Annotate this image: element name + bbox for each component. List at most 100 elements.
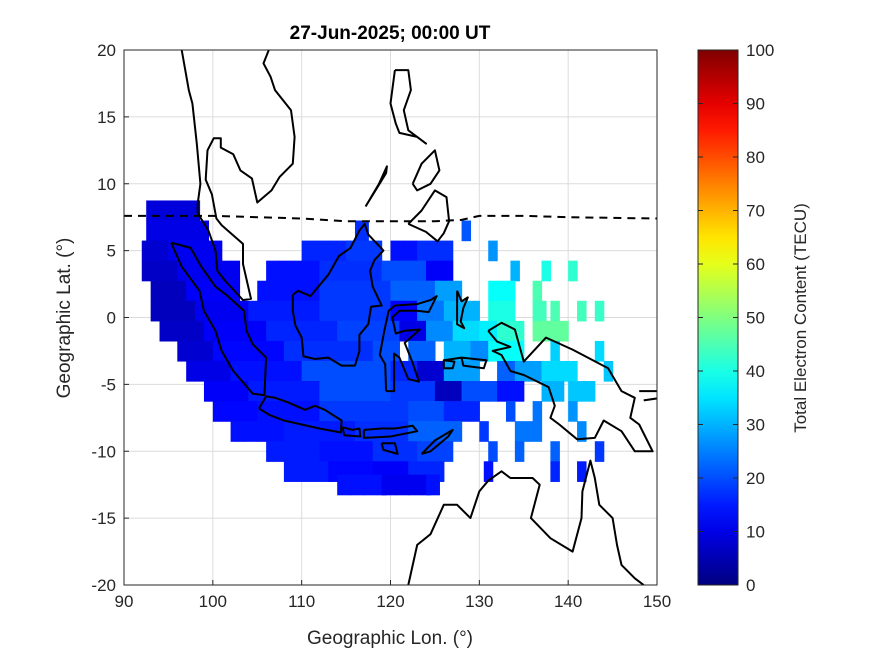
tec-cell — [168, 260, 178, 282]
tec-cell — [457, 340, 472, 362]
tec-cell — [172, 200, 187, 222]
tec-cell — [386, 340, 400, 362]
tec-cell — [461, 381, 476, 402]
magnetic-equator-line — [124, 214, 657, 223]
tec-cell — [443, 340, 458, 362]
tec-cell — [359, 280, 374, 302]
coast-new-guinea — [487, 321, 654, 453]
tec-cell — [297, 461, 312, 482]
y-tick-label: -15 — [91, 509, 116, 528]
tec-cell — [434, 381, 449, 402]
tec-cell — [310, 340, 325, 362]
tec-cell — [550, 461, 560, 482]
tec-cell — [470, 401, 480, 422]
y-tick-label: -5 — [101, 375, 116, 394]
tec-cell — [386, 401, 400, 422]
x-tick-label: 90 — [115, 592, 134, 611]
coastlines — [170, 50, 657, 585]
tec-cell — [239, 340, 254, 362]
tec-cell — [439, 260, 454, 282]
colorbar-tick-label: 10 — [746, 523, 765, 542]
tec-cell — [488, 300, 503, 322]
y-tick-label: 20 — [97, 41, 116, 60]
tec-cell — [577, 461, 587, 482]
y-tick-label: 15 — [97, 108, 116, 127]
tec-cell — [163, 300, 178, 322]
tec-cell — [159, 220, 174, 242]
tec-cell — [146, 220, 161, 242]
coast-new-britain — [639, 390, 657, 402]
tec-cell — [372, 441, 387, 462]
x-tick-label: 120 — [376, 592, 404, 611]
tec-cell — [346, 260, 361, 282]
tec-cell — [510, 320, 525, 342]
colorbar-tick-label: 20 — [746, 469, 765, 488]
tec-cell — [532, 280, 543, 302]
tec-cell — [443, 240, 454, 262]
tec-cell — [279, 260, 294, 282]
tec-cell — [434, 401, 445, 422]
tec-cell — [430, 240, 445, 262]
tec-cell — [408, 260, 423, 282]
tec-cell — [270, 360, 285, 382]
tec-cell — [421, 421, 436, 442]
tec-cell — [457, 300, 472, 322]
tec-cell — [501, 340, 516, 362]
tec-cell — [426, 320, 440, 342]
tec-cell — [497, 381, 512, 402]
tec-cell — [279, 320, 294, 342]
coast-luzon — [389, 69, 427, 145]
tec-cell — [288, 381, 303, 402]
colorbar-tick-label: 80 — [746, 148, 765, 167]
tec-cell — [190, 340, 205, 362]
tec-cell — [568, 401, 578, 422]
tec-cell — [448, 421, 463, 442]
tec-cell — [372, 300, 387, 322]
colorbar-tick-label: 70 — [746, 202, 765, 221]
tec-cell — [328, 240, 343, 262]
chart-title: 27-Jun-2025; 00:00 UT — [290, 23, 491, 44]
tec-cell — [452, 320, 467, 342]
tec-cell — [155, 240, 170, 262]
tec-cell — [541, 260, 551, 282]
y-tick-label: -20 — [91, 576, 116, 595]
tec-cell — [501, 280, 516, 302]
tec-cell — [283, 461, 298, 482]
tec-cell — [319, 381, 334, 402]
tec-cell — [283, 340, 298, 362]
tec-cell — [394, 260, 409, 282]
tec-cell — [190, 260, 205, 282]
tec-cell — [230, 421, 245, 442]
tec-cell — [545, 320, 560, 342]
colorbar-tick-label: 30 — [746, 416, 765, 435]
tec-cell — [155, 260, 170, 282]
tec-cell — [310, 421, 325, 442]
tec-cell — [488, 280, 503, 302]
tec-cell — [443, 441, 454, 462]
tec-cell — [426, 474, 440, 496]
tec-cell — [341, 360, 356, 382]
tec-cell — [430, 441, 445, 462]
x-tick-label: 100 — [199, 592, 227, 611]
tec-cell — [337, 320, 352, 342]
tec-cell — [368, 360, 383, 382]
tec-cell — [328, 360, 343, 382]
tec-cell — [195, 240, 209, 262]
tec-cell — [332, 300, 347, 322]
tec-cell — [514, 340, 525, 362]
tec-cell — [332, 381, 347, 402]
tec-cell — [408, 340, 423, 362]
tec-cell — [568, 381, 583, 402]
tec-cell — [394, 421, 409, 442]
tec-cell — [426, 260, 440, 282]
tec-cell — [199, 220, 209, 242]
colorbar-tick-label: 40 — [746, 362, 765, 381]
tec-cell — [457, 360, 472, 382]
coast-sulawesi — [378, 295, 438, 393]
tec-cell — [568, 260, 578, 282]
tec-cell — [301, 381, 316, 402]
tec-cell — [230, 360, 245, 382]
tec-cell — [408, 401, 423, 422]
tec-cell — [257, 360, 272, 382]
tec-cell — [306, 320, 321, 342]
